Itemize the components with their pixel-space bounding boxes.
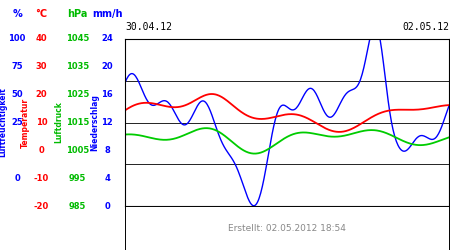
Text: 0: 0 xyxy=(39,146,44,155)
Text: -20: -20 xyxy=(34,202,49,211)
Text: mm/h: mm/h xyxy=(92,9,122,19)
Text: 1015: 1015 xyxy=(66,118,89,127)
Text: 100: 100 xyxy=(9,34,26,43)
Text: 995: 995 xyxy=(69,174,86,183)
Text: 50: 50 xyxy=(11,90,23,99)
Text: 16: 16 xyxy=(101,90,113,99)
Text: 4: 4 xyxy=(104,174,110,183)
Text: 75: 75 xyxy=(11,62,23,71)
Text: 30: 30 xyxy=(36,62,47,71)
Text: %: % xyxy=(12,9,22,19)
Text: hPa: hPa xyxy=(67,9,88,19)
Text: 1005: 1005 xyxy=(66,146,89,155)
Text: 8: 8 xyxy=(104,146,110,155)
Text: 40: 40 xyxy=(36,34,47,43)
Text: 30.04.12: 30.04.12 xyxy=(125,22,172,32)
Text: 20: 20 xyxy=(36,90,47,99)
Text: Luftfeuchtigkeit: Luftfeuchtigkeit xyxy=(0,88,7,158)
Text: 1025: 1025 xyxy=(66,90,89,99)
Text: Temperatur: Temperatur xyxy=(21,98,30,148)
Text: 0: 0 xyxy=(14,174,20,183)
Text: 02.05.12: 02.05.12 xyxy=(402,22,449,32)
Text: 1035: 1035 xyxy=(66,62,89,71)
Text: 12: 12 xyxy=(101,118,113,127)
Text: Erstellt: 02.05.2012 18:54: Erstellt: 02.05.2012 18:54 xyxy=(228,224,346,232)
Text: 0: 0 xyxy=(104,202,110,211)
Text: 25: 25 xyxy=(11,118,23,127)
Text: Luftdruck: Luftdruck xyxy=(54,102,63,143)
Text: 1045: 1045 xyxy=(66,34,89,43)
Text: 985: 985 xyxy=(69,202,86,211)
Text: °C: °C xyxy=(36,9,47,19)
Text: 20: 20 xyxy=(101,62,113,71)
Text: -10: -10 xyxy=(34,174,49,183)
Text: 10: 10 xyxy=(36,118,47,127)
Text: 24: 24 xyxy=(101,34,113,43)
Text: Niederschlag: Niederschlag xyxy=(90,94,99,151)
